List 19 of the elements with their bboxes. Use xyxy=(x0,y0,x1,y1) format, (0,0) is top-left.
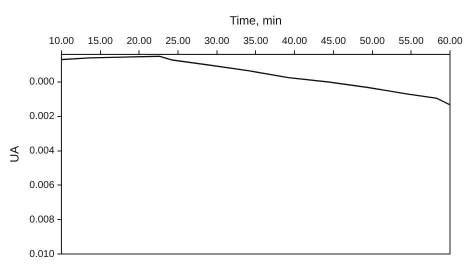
x-tick-label: 40.00 xyxy=(282,36,308,48)
x-tick-label: 25.00 xyxy=(165,36,191,48)
y-tick-label: 0.000 xyxy=(29,76,55,88)
x-tick-label: 35.00 xyxy=(243,36,269,48)
x-tick-label: 15.00 xyxy=(88,36,114,48)
x-tick-label: 60.00 xyxy=(437,36,463,48)
x-tick-label: 30.00 xyxy=(204,36,230,48)
y-tick-label: 0.006 xyxy=(29,180,55,191)
y-axis-title: UA xyxy=(8,146,22,163)
x-tick-label: 10.00 xyxy=(48,36,74,48)
x-axis-title: Time, min xyxy=(230,14,282,28)
y-tick-label: 0.002 xyxy=(29,111,55,122)
x-tick-label: 20.00 xyxy=(126,36,152,48)
y-tick-label: 0.008 xyxy=(29,214,55,226)
y-tick-label: 0.010 xyxy=(29,248,55,260)
x-tick-label: 50.00 xyxy=(360,36,386,48)
y-tick-label: 0.004 xyxy=(29,146,55,157)
x-tick-label: 45.00 xyxy=(320,36,346,48)
x-tick-label: 55.00 xyxy=(398,36,424,48)
